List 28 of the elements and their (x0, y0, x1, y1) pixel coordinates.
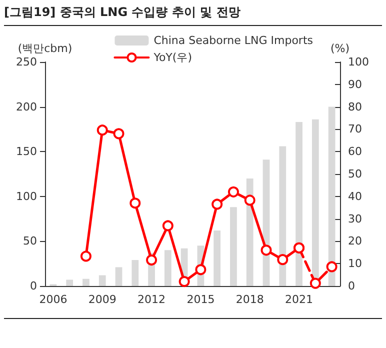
x-tick-label: 2015 (186, 293, 215, 306)
y2-tick-label: 0 (348, 280, 355, 292)
x-tick-label: 2009 (88, 293, 116, 306)
y-tick-label: 0 (30, 280, 37, 292)
legend-label: China Seaborne LNG Imports (154, 34, 314, 47)
legend-label: YoY(우) (152, 51, 192, 64)
y2-axis-title: (%) (330, 42, 350, 55)
x-tick-label: 2018 (236, 293, 264, 306)
x-tick-label: 2006 (39, 293, 68, 306)
y2-tick-label: 60 (348, 145, 362, 158)
y2-tick-label: 80 (348, 100, 362, 114)
chart-title: [그림19] 중국의 LNG 수입량 추이 및 전망 (4, 4, 382, 26)
y2-tick-label: 90 (348, 78, 362, 91)
y2-tick-label: 40 (348, 190, 362, 203)
y2-tick-label: 30 (348, 212, 362, 226)
y-tick-label: 200 (16, 100, 37, 114)
y2-tick-label: 100 (348, 56, 369, 68)
y-tick-label: 250 (16, 56, 37, 68)
y2-tick-label: 10 (348, 257, 362, 270)
x-tick-label: 2012 (138, 293, 166, 306)
y2-tick-label: 20 (348, 234, 362, 248)
y2-tick-label: 70 (348, 122, 362, 136)
y-axis-title: (백만cbm) (18, 42, 72, 55)
x-tick-label: 2021 (285, 293, 314, 306)
y2-tick-label: 50 (348, 168, 362, 180)
y-tick-label: 100 (16, 190, 37, 203)
y-tick-label: 50 (23, 234, 37, 248)
y-tick-label: 150 (16, 145, 37, 158)
